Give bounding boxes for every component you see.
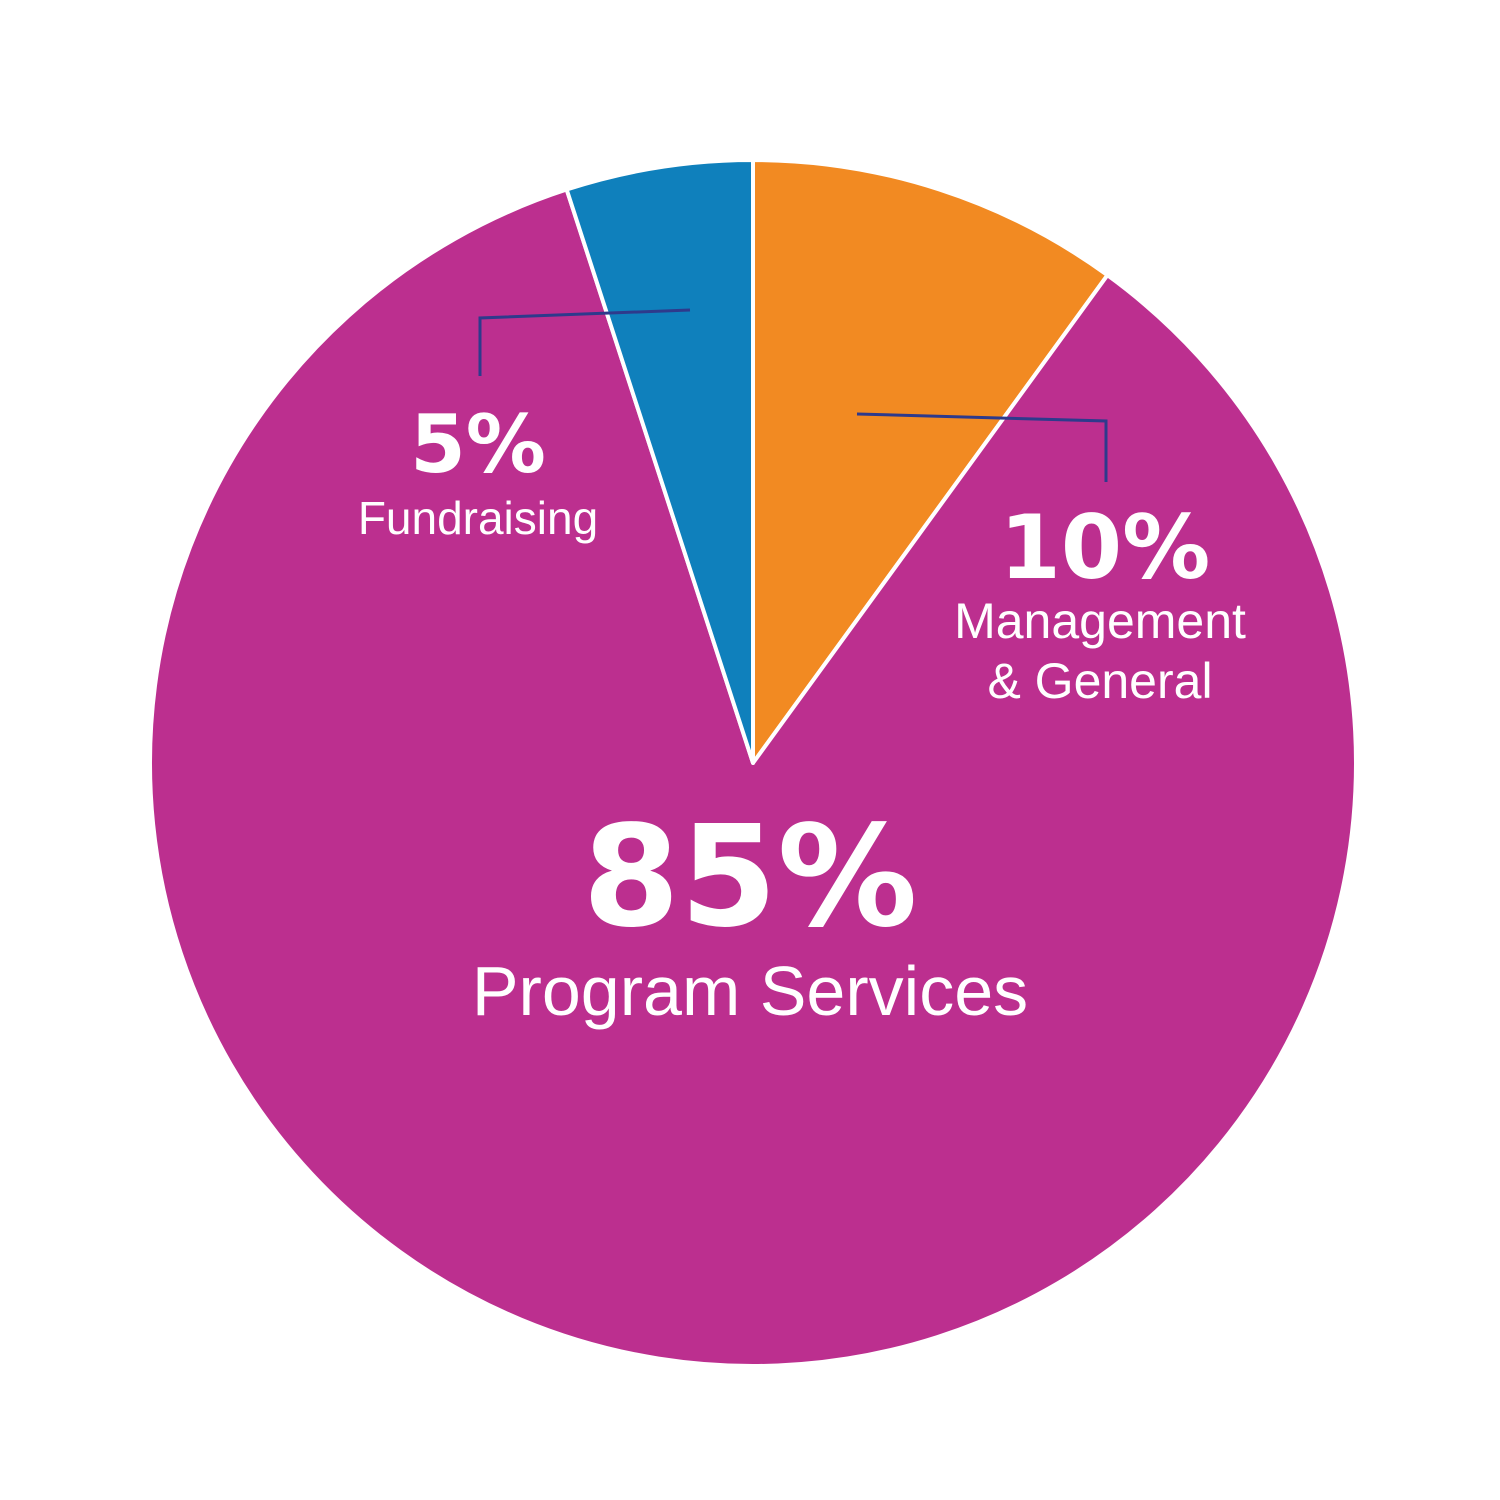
data-label-value: 85% [582, 796, 917, 959]
data-label-category: & General [987, 653, 1212, 709]
labels-layer: 10%Management& General 85%Program Service… [358, 398, 1246, 1030]
data-label-category: Program Services [472, 952, 1028, 1030]
slices-layer [148, 158, 1358, 1368]
data-label-value: 10% [1000, 496, 1211, 599]
pie-slice-program-services [148, 187, 1358, 1368]
leader-line-fundraising [478, 308, 691, 376]
pie-slice-management-general [751, 158, 1110, 765]
leader-line-management-general [856, 412, 1108, 482]
pie-slice-fundraising [564, 158, 755, 765]
leader-lines-layer [478, 308, 1108, 482]
data-label-category: Management [954, 593, 1246, 649]
data-label-value: 5% [410, 398, 546, 491]
data-label-category: Fundraising [358, 492, 598, 544]
